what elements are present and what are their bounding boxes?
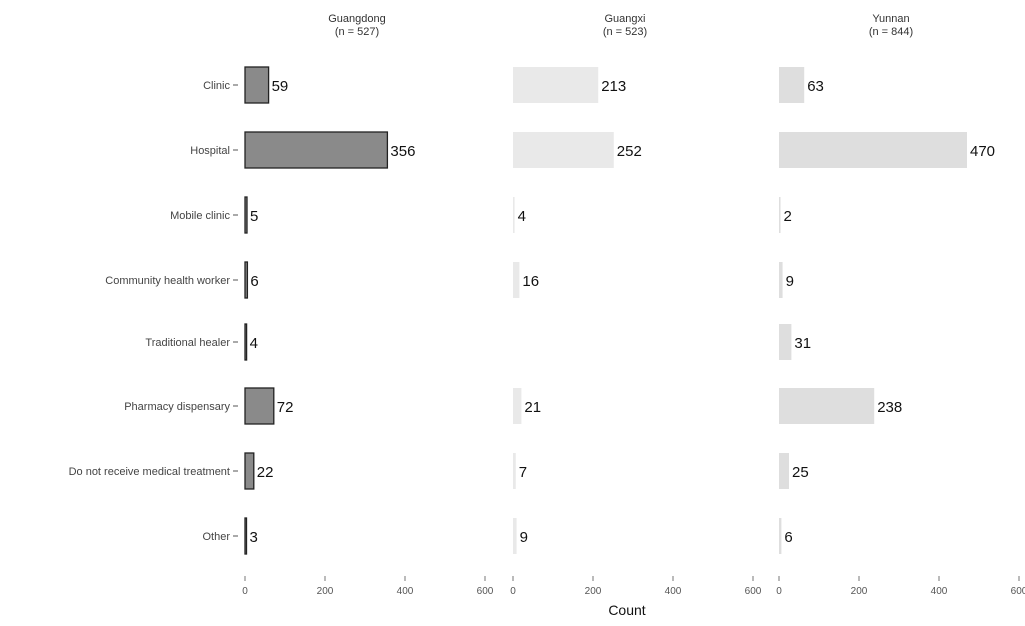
bar xyxy=(779,518,782,554)
category-label: Community health worker xyxy=(105,275,230,287)
category-label: Hospital xyxy=(190,145,230,157)
bar xyxy=(513,132,614,168)
data-label: 6 xyxy=(250,273,258,290)
data-label: 21 xyxy=(524,399,541,416)
bar xyxy=(513,67,599,103)
data-label: 22 xyxy=(257,464,274,481)
category-label: Mobile clinic xyxy=(170,210,230,222)
data-label: 4 xyxy=(518,208,526,225)
category-label: Traditional healer xyxy=(145,337,230,349)
data-label: 252 xyxy=(617,143,642,160)
data-label: 72 xyxy=(277,399,294,416)
panel-subtitle: (n = 523) xyxy=(603,26,647,38)
bar xyxy=(244,66,270,104)
data-label: 9 xyxy=(520,529,528,546)
bar xyxy=(779,197,781,233)
bar xyxy=(244,452,255,490)
x-tick-label: 600 xyxy=(745,586,762,597)
x-tick-label: 600 xyxy=(477,586,494,597)
panel-title: Guangxi xyxy=(605,13,646,25)
panel-subtitle: (n = 527) xyxy=(335,26,379,38)
x-tick-label: 200 xyxy=(585,586,602,597)
bar xyxy=(244,196,248,234)
x-tick-label: 0 xyxy=(776,586,782,597)
bar xyxy=(244,261,249,299)
panel-subtitle: (n = 844) xyxy=(869,26,913,38)
category-labels: Clinic Hospital Mobile clinic Community hea… xyxy=(69,80,238,543)
data-label: 31 xyxy=(794,335,811,352)
x-axis-label: Count xyxy=(608,602,645,618)
bar xyxy=(513,197,515,233)
x-tick-label: 0 xyxy=(510,586,516,597)
x-tick-label: 600 xyxy=(1011,586,1025,597)
bar xyxy=(244,517,248,555)
data-label: 356 xyxy=(390,143,415,160)
x-tick-label: 400 xyxy=(397,586,414,597)
data-label: 6 xyxy=(784,529,792,546)
data-label: 7 xyxy=(519,464,527,481)
bar xyxy=(244,323,248,361)
category-label: Clinic xyxy=(203,80,230,92)
panel-yunnan: Yunnan(n = 844) 63 470 2 9 31 238 25 6 0 200 400 600 xyxy=(776,13,1025,597)
bar xyxy=(513,453,516,489)
data-label: 238 xyxy=(877,399,902,416)
data-label: 3 xyxy=(250,529,258,546)
bar xyxy=(513,262,520,298)
bar xyxy=(779,262,783,298)
x-tick-label: 200 xyxy=(317,586,334,597)
data-label: 16 xyxy=(522,273,539,290)
data-label: 9 xyxy=(786,273,794,290)
data-label: 59 xyxy=(272,78,289,95)
bar xyxy=(779,132,967,168)
x-tick-label: 400 xyxy=(931,586,948,597)
bar xyxy=(244,387,275,425)
panel-title: Yunnan xyxy=(872,13,909,25)
x-tick-label: 400 xyxy=(665,586,682,597)
x-tick-label: 0 xyxy=(242,586,248,597)
data-label: 4 xyxy=(250,335,258,352)
bar xyxy=(244,131,389,169)
x-tick-label: 200 xyxy=(851,586,868,597)
bar xyxy=(779,453,789,489)
panel-guangxi: Guangxi(n = 523) 213 252 4 16 21 7 9 0 200 400 600 xyxy=(510,13,762,597)
data-label: 213 xyxy=(601,78,626,95)
bar xyxy=(779,388,875,424)
bar xyxy=(513,388,522,424)
category-label: Other xyxy=(202,531,230,543)
bar xyxy=(779,324,792,360)
bar xyxy=(513,518,517,554)
category-label: Do not receive medical treatment xyxy=(69,466,230,478)
data-label: 63 xyxy=(807,78,824,95)
panel-title: Guangdong xyxy=(328,13,386,25)
bar xyxy=(779,67,805,103)
data-label: 5 xyxy=(250,208,258,225)
data-label: 470 xyxy=(970,143,995,160)
panel-guangdong: Guangdong(n = 527) 59 356 5 6 4 72 22 3 0 200 400 60… xyxy=(242,13,494,597)
data-label: 25 xyxy=(792,464,809,481)
data-label: 2 xyxy=(784,208,792,225)
category-label: Pharmacy dispensary xyxy=(124,401,230,413)
